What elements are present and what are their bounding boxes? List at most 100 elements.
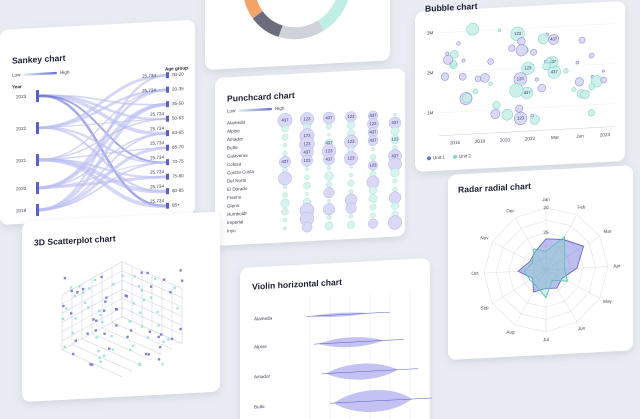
legend-label: Unit 2: [459, 153, 471, 159]
flow-label: 25,734: [150, 140, 164, 146]
legend-gradient: [23, 71, 57, 76]
scatter-point: [166, 338, 170, 341]
punch-bubble: [390, 168, 400, 178]
row-label: Butte: [254, 404, 265, 410]
scatter-point: [62, 304, 65, 308]
year-node: [36, 153, 39, 167]
scatter-point: [102, 309, 106, 313]
scatter-point: [141, 325, 144, 328]
data-bubble: [462, 93, 472, 103]
whisker: [330, 397, 432, 404]
scatter-point: [63, 276, 67, 280]
punch-bubble: [387, 215, 403, 230]
legend-high: High: [60, 70, 70, 76]
sankey-flow: [38, 161, 167, 211]
scatter-point: [126, 335, 129, 339]
radar-spoke: [514, 269, 547, 326]
scatter-point: [160, 333, 163, 336]
age-node: [166, 86, 169, 93]
scatter-point: [63, 345, 66, 349]
scatter-point: [132, 302, 136, 305]
radar-spoke: [484, 269, 546, 274]
donut-card: [205, 0, 390, 70]
month-label: Nov: [480, 235, 489, 240]
row-label: Contra Costa: [227, 169, 254, 175]
punch-bubble: [324, 221, 334, 231]
punch-bubble: [346, 220, 355, 229]
scatter-point: [70, 312, 73, 315]
bubble-label: 437: [326, 156, 334, 161]
scatter-point: [179, 269, 182, 272]
cube-edge: [121, 261, 183, 289]
y-tick-label: 2M: [427, 70, 434, 75]
scatter-point: [95, 319, 98, 322]
scatter-point: [153, 277, 157, 281]
data-bubble: [492, 101, 501, 110]
card-title: Radar radial chart: [458, 181, 531, 195]
age-node: [166, 72, 169, 79]
punch-bubble: [305, 167, 309, 171]
x-tick-label: 2020: [500, 137, 511, 143]
scatter-point: [71, 331, 74, 335]
scatter-point: [129, 348, 132, 352]
year-label: 2023: [16, 94, 27, 100]
donut-segment: [252, 10, 283, 37]
legend-low: Low: [12, 72, 21, 77]
flow-label: 25,734: [150, 169, 164, 175]
bubble-label: 123: [348, 155, 356, 160]
punch-bubble: [368, 186, 378, 195]
card-title: Punchcard chart: [227, 90, 295, 104]
scatter-point: [149, 285, 153, 288]
scatter-point: [104, 300, 107, 303]
row-label: Amador: [254, 374, 271, 380]
punch-bubble: [349, 164, 353, 169]
data-bubble: [488, 81, 493, 86]
data-bubble: [517, 37, 526, 46]
scatter-point: [146, 271, 149, 275]
y-tick-label: 3M: [427, 30, 434, 35]
cube-edge: [101, 327, 163, 355]
data-bubble: [458, 72, 467, 81]
scatter-point: [103, 332, 106, 336]
age-node: [166, 130, 169, 137]
card-title: Sankey chart: [12, 53, 66, 66]
data-bubble: [574, 77, 584, 87]
card-title: 3D Scatterplot chart: [34, 233, 116, 247]
age-node: [166, 159, 169, 166]
scatter-point: [115, 324, 118, 327]
punch-bubble: [393, 112, 397, 117]
month-label: Jan: [542, 197, 550, 202]
cube-edge: [61, 261, 123, 296]
scatter-point: [83, 301, 87, 305]
data-bubble: [450, 50, 459, 59]
punch-bubble: [325, 123, 332, 130]
sankey-flow: [38, 118, 167, 129]
sankey-card: Sankey chart Low High Year Age group 2023 2022…: [0, 20, 195, 225]
data-bubble: [588, 52, 595, 59]
whisker: [322, 368, 418, 374]
scatter-point: [142, 298, 146, 302]
age-label: 65-70: [172, 144, 184, 150]
scatter-point: [88, 287, 91, 290]
data-bubble: [480, 73, 490, 83]
row-label: Imperial: [227, 219, 243, 225]
scatter-point: [139, 311, 142, 315]
month-label: Apr: [613, 263, 621, 268]
scatter-point: [129, 329, 133, 332]
radar-spoke: [545, 235, 600, 271]
year-label: 2022: [16, 126, 27, 132]
row-label: Alpine: [254, 344, 267, 350]
radar-spoke: [545, 269, 578, 323]
scatter-point: [162, 278, 166, 281]
flow-label: 25,734: [150, 198, 164, 204]
cube-edge: [111, 322, 173, 350]
row-label: Alameda: [254, 316, 273, 322]
scatter-point: [159, 345, 162, 349]
scatter-point: [169, 290, 172, 294]
sankey-flow: [38, 175, 167, 190]
bubble-label: 123: [348, 114, 356, 119]
data-bubble: [530, 113, 534, 118]
punch-bubble: [369, 154, 377, 161]
data-bubble: [508, 44, 516, 52]
